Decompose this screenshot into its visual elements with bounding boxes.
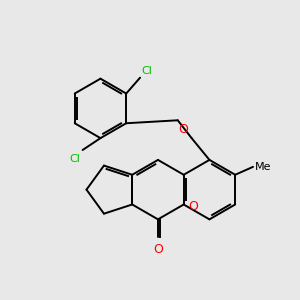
Text: Cl: Cl: [141, 66, 152, 76]
Text: O: O: [178, 123, 188, 136]
Text: Me: Me: [255, 162, 272, 172]
Text: O: O: [153, 243, 163, 256]
Text: Cl: Cl: [70, 154, 81, 164]
Text: O: O: [189, 200, 199, 213]
